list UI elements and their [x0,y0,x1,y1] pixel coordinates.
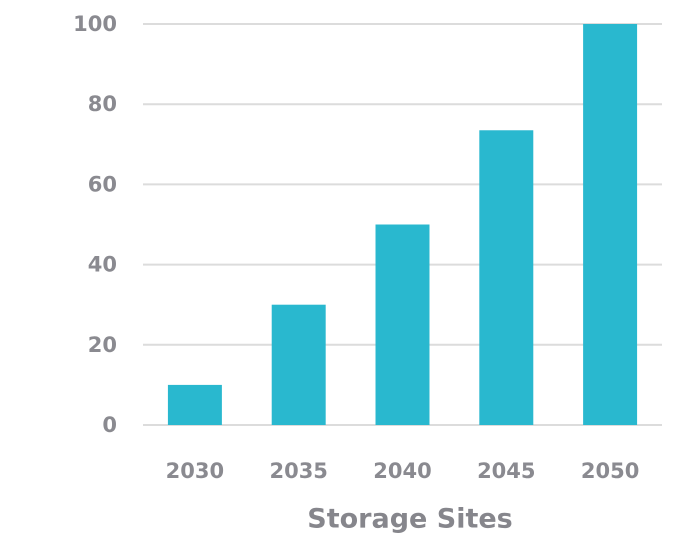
y-tick-label: 60 [88,172,117,196]
bar [167,384,222,425]
bar [375,224,430,425]
y-tick-label: 20 [88,333,117,357]
x-tick-label: 2035 [269,459,327,483]
y-tick-label: 80 [88,92,117,116]
x-tick-label: 2040 [373,459,431,483]
y-tick-label: 100 [73,12,117,36]
bar [479,130,534,425]
bar [271,304,326,425]
x-tick-label: 2030 [166,459,224,483]
y-tick-label: 0 [102,413,117,437]
x-tick-label: 2050 [581,459,639,483]
bar [583,24,638,425]
x-axis-title: Storage Sites [307,504,512,535]
y-tick-label: 40 [88,253,117,277]
x-tick-label: 2045 [477,459,535,483]
